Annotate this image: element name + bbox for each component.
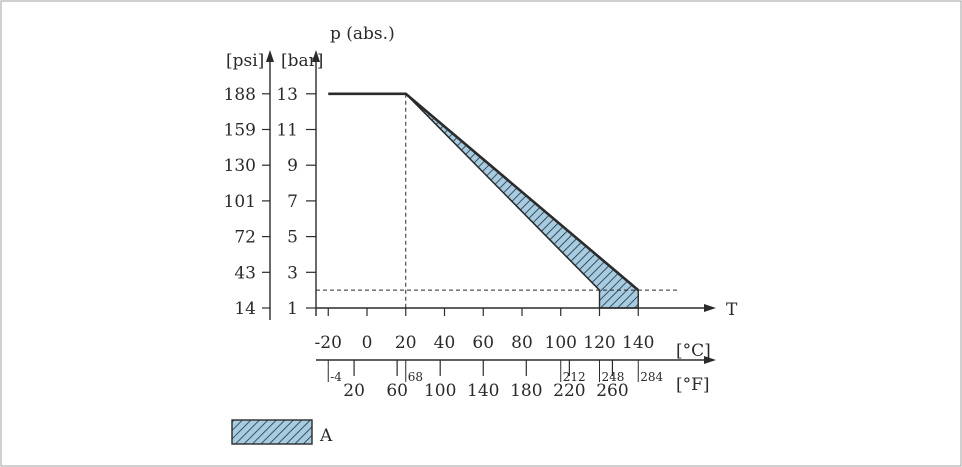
bar-tick-label-13: 13 (276, 85, 298, 105)
celsius-tick-label-40: 40 (434, 333, 456, 353)
bar-tick-label-7: 7 (287, 192, 298, 212)
fahrenheit-unit-label: [°F] (676, 375, 710, 395)
f-tick-label-220: 220 (553, 381, 585, 401)
psi-axis-arrow (266, 50, 274, 62)
y-axis-arrow (312, 50, 320, 62)
psi-tick-label-188: 188 (224, 85, 256, 105)
f-tick-label-100: 100 (424, 381, 456, 401)
f-small-label-284: 284 (640, 370, 663, 384)
f-tick-label-60: 60 (386, 381, 408, 401)
f-small-label-248: 248 (602, 370, 625, 384)
celsius-unit-label: [°C] (676, 341, 711, 361)
bar-tick-label-3: 3 (287, 263, 298, 283)
bar-tick-label-11: 11 (276, 121, 298, 141)
psi-tick-label-43: 43 (234, 263, 256, 283)
psi-unit-label: [psi] (226, 51, 264, 71)
hatched-area-A (405, 93, 639, 309)
f-tick-label-180: 180 (510, 381, 542, 401)
psi-tick-label-159: 159 (224, 121, 256, 141)
f-small-label-68: 68 (408, 370, 423, 384)
celsius-tick-label-100: 100 (545, 333, 577, 353)
celsius-tick-label-120: 120 (583, 333, 615, 353)
y-axis-title: p (abs.) (330, 24, 395, 44)
legend-label-A: A (319, 426, 333, 446)
x-axis-title: T (726, 300, 738, 320)
x-axis-arrow (704, 304, 716, 312)
f-small-label-212: 212 (563, 370, 586, 384)
bar-tick-label-1: 1 (287, 299, 298, 319)
f-tick-label-20: 20 (343, 381, 365, 401)
celsius-tick-label-0: 0 (362, 333, 373, 353)
f-small-label--4: -4 (330, 370, 342, 384)
legend-swatch-A (231, 419, 313, 445)
bar-tick-label-5: 5 (287, 228, 298, 248)
f-axis-arrow (704, 356, 716, 364)
celsius-tick-label-140: 140 (622, 333, 654, 353)
psi-tick-label-14: 14 (234, 299, 256, 319)
bar-unit-label: [bar] (281, 51, 323, 71)
psi-tick-label-72: 72 (234, 228, 256, 248)
celsius-tick-label--20: -20 (315, 333, 342, 353)
celsius-tick-label-60: 60 (472, 333, 494, 353)
f-tick-label-140: 140 (467, 381, 499, 401)
f-tick-label-260: 260 (596, 381, 628, 401)
bar-tick-label-9: 9 (287, 156, 298, 176)
series-line-lower (405, 93, 600, 291)
psi-tick-label-101: 101 (224, 192, 256, 212)
psi-tick-label-130: 130 (224, 156, 256, 176)
celsius-tick-label-20: 20 (395, 333, 417, 353)
celsius-tick-label-80: 80 (511, 333, 533, 353)
